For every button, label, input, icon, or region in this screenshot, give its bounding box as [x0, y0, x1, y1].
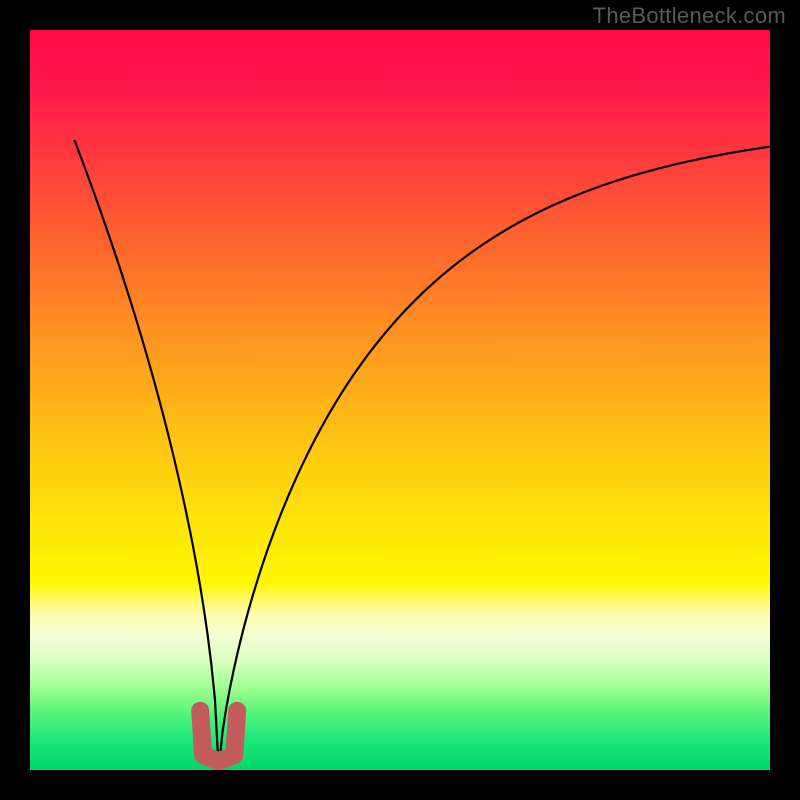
chart-stage: TheBottleneck.com: [0, 0, 800, 800]
gradient-background: [30, 30, 770, 770]
bottleneck-chart-svg: [0, 0, 800, 800]
watermark-link[interactable]: TheBottleneck.com: [593, 3, 786, 29]
